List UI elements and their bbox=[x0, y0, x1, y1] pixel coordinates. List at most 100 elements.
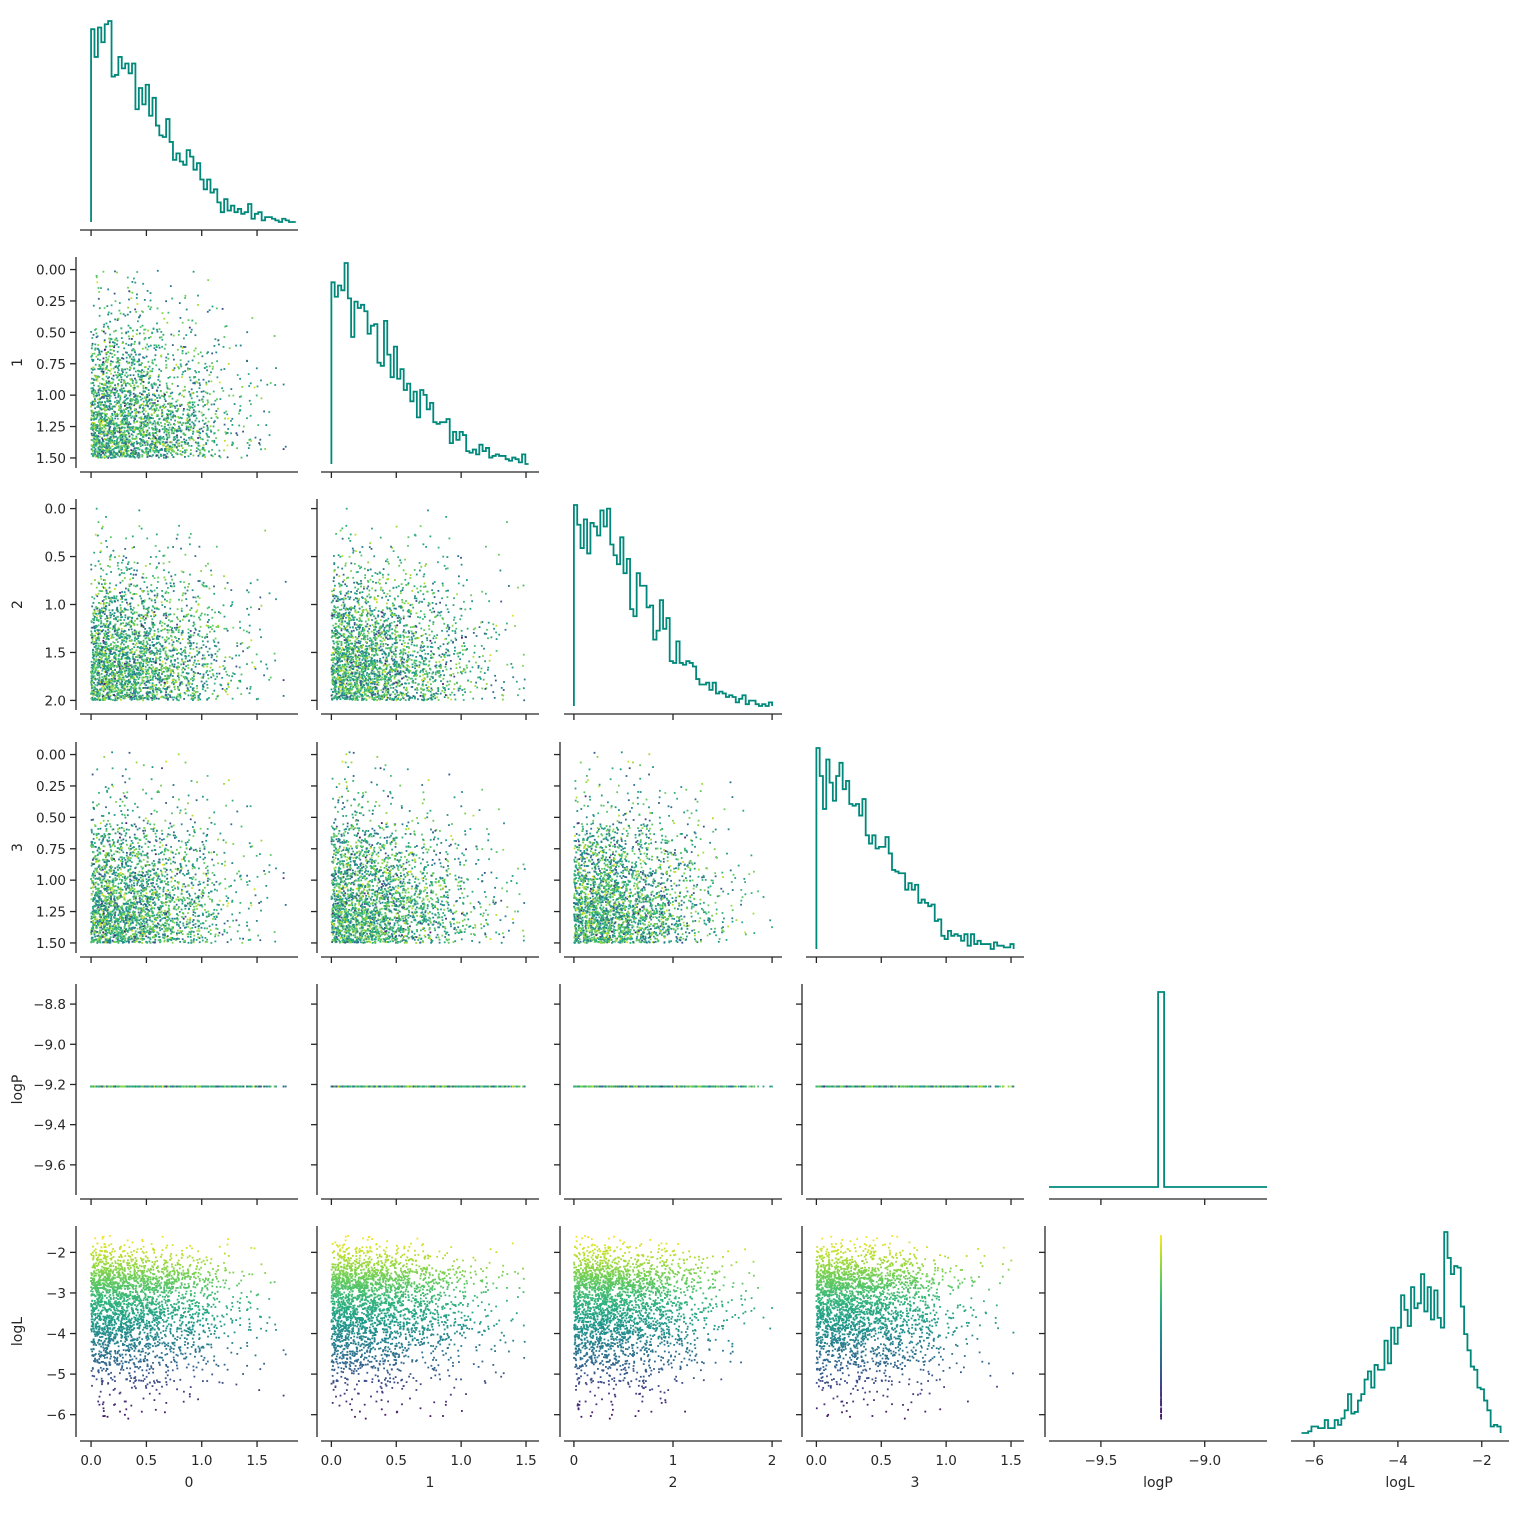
scatter-point bbox=[164, 398, 166, 400]
scatter-point bbox=[152, 441, 154, 443]
scatter-point bbox=[224, 689, 226, 691]
scatter-point bbox=[105, 346, 107, 348]
scatter-point bbox=[129, 357, 131, 359]
scatter-point bbox=[99, 420, 101, 422]
scatter-point bbox=[256, 395, 258, 397]
scatter-point bbox=[146, 451, 148, 453]
scatter-point bbox=[196, 646, 198, 648]
scatter-point bbox=[127, 604, 129, 606]
scatter-point bbox=[120, 313, 122, 315]
scatter-point bbox=[137, 320, 139, 322]
scatter-point bbox=[217, 408, 219, 410]
scatter-point bbox=[243, 629, 245, 631]
scatter-point bbox=[115, 404, 117, 406]
scatter-point bbox=[240, 345, 242, 347]
scatter-point bbox=[93, 419, 95, 421]
scatter-point bbox=[155, 383, 157, 385]
scatter-point bbox=[159, 443, 161, 445]
scatter-point bbox=[124, 411, 126, 413]
scatter-point bbox=[97, 437, 99, 439]
scatter-point bbox=[185, 353, 187, 355]
scatter-point bbox=[115, 445, 117, 447]
scatter-point bbox=[90, 419, 92, 421]
scatter-point bbox=[109, 400, 111, 402]
scatter-point bbox=[156, 638, 158, 640]
scatter-point bbox=[235, 345, 237, 347]
scatter-point bbox=[166, 364, 168, 366]
scatter-point bbox=[146, 344, 148, 346]
scatter-point bbox=[137, 386, 139, 388]
scatter-point bbox=[170, 424, 172, 426]
scatter-point bbox=[119, 407, 121, 409]
scatter-point bbox=[109, 612, 111, 614]
histogram-1 bbox=[331, 263, 528, 464]
scatter-point bbox=[260, 380, 262, 382]
scatter-point bbox=[161, 412, 163, 414]
scatter-point bbox=[129, 369, 131, 371]
scatter-point bbox=[134, 408, 136, 410]
scatter-point bbox=[171, 416, 173, 418]
scatter-point bbox=[103, 387, 105, 389]
scatter-point bbox=[143, 371, 145, 373]
scatter-point bbox=[148, 389, 150, 391]
scatter-point bbox=[177, 694, 179, 696]
scatter-point bbox=[230, 388, 232, 390]
scatter-point bbox=[211, 440, 213, 442]
scatter-point bbox=[90, 382, 92, 384]
scatter-point bbox=[185, 451, 187, 453]
scatter-point bbox=[93, 436, 95, 438]
scatter-point bbox=[180, 346, 182, 348]
scatter-point bbox=[92, 353, 94, 355]
scatter-point bbox=[128, 354, 130, 356]
scatter-point bbox=[150, 556, 152, 558]
scatter-point bbox=[195, 372, 197, 374]
scatter-point bbox=[148, 382, 150, 384]
scatter-point bbox=[207, 311, 209, 313]
scatter-point bbox=[156, 428, 158, 430]
scatter-point bbox=[114, 432, 116, 434]
scatter-point bbox=[134, 363, 136, 365]
scatter-point bbox=[111, 304, 113, 306]
scatter-point bbox=[215, 413, 217, 415]
scatter-point bbox=[180, 366, 182, 368]
scatter-point bbox=[182, 352, 184, 354]
scatter-point bbox=[186, 309, 188, 311]
scatter-point bbox=[106, 398, 108, 400]
scatter-point bbox=[223, 449, 225, 451]
scatter-point bbox=[128, 410, 130, 412]
scatter-point bbox=[100, 287, 102, 289]
scatter-point bbox=[193, 356, 195, 358]
scatter-point bbox=[115, 397, 117, 399]
scatter-point bbox=[189, 609, 191, 611]
scatter-point bbox=[99, 315, 101, 317]
scatter-point bbox=[107, 447, 109, 449]
scatter-point bbox=[157, 308, 159, 310]
scatter-point bbox=[127, 307, 129, 309]
scatter-point bbox=[106, 546, 108, 548]
scatter-point bbox=[242, 431, 244, 433]
scatter-point bbox=[170, 285, 172, 287]
scatter-point bbox=[172, 383, 174, 385]
scatter-point bbox=[155, 364, 157, 366]
scatter-point bbox=[231, 675, 233, 677]
scatter-point bbox=[198, 455, 200, 457]
scatter-point bbox=[166, 383, 168, 385]
scatter-point bbox=[246, 360, 248, 362]
scatter-point bbox=[139, 354, 141, 356]
scatter-0-vs-1 bbox=[90, 270, 286, 459]
scatter-point bbox=[110, 436, 112, 438]
scatter-point bbox=[203, 414, 205, 416]
scatter-point bbox=[228, 395, 230, 397]
scatter-point bbox=[120, 424, 122, 426]
scatter-point bbox=[114, 293, 116, 295]
scatter-point bbox=[120, 404, 122, 406]
scatter-point bbox=[104, 383, 106, 385]
scatter-point bbox=[193, 409, 195, 411]
scatter-point bbox=[110, 452, 112, 454]
scatter-point bbox=[154, 421, 156, 423]
scatter-point bbox=[190, 427, 192, 429]
panel-1-1 bbox=[321, 263, 539, 478]
scatter-point bbox=[113, 436, 115, 438]
scatter-point bbox=[90, 693, 92, 695]
scatter-point bbox=[131, 400, 133, 402]
